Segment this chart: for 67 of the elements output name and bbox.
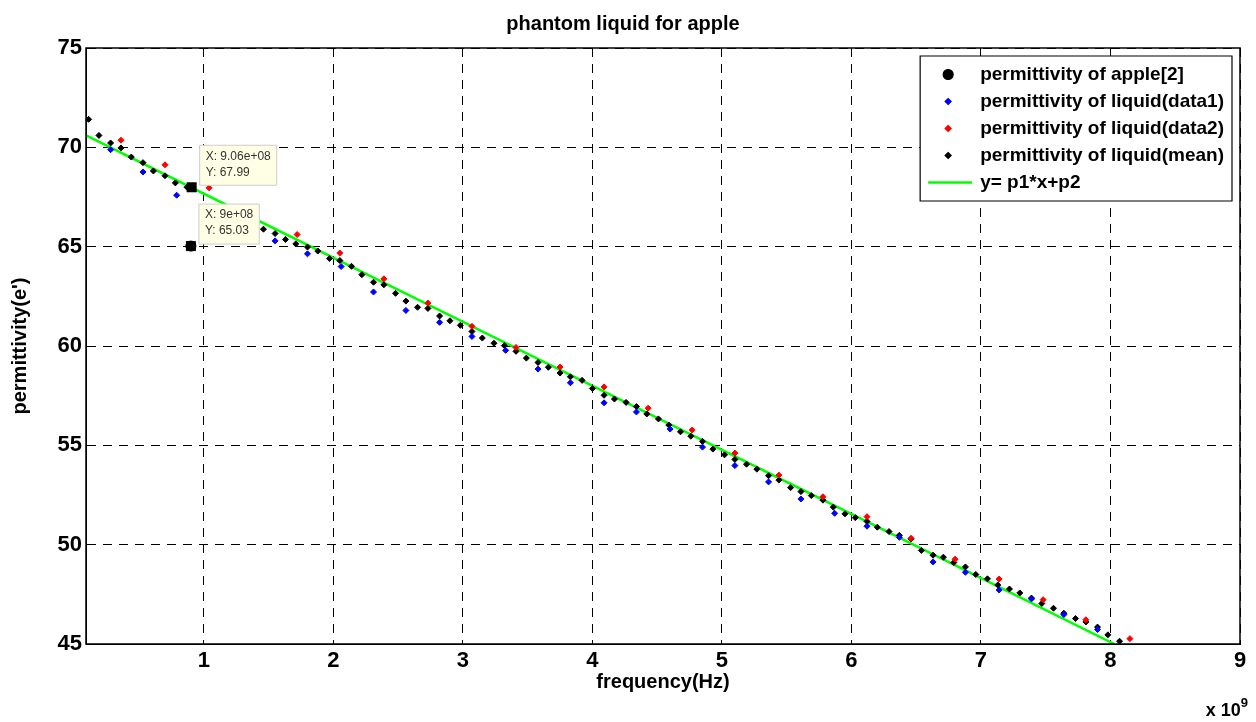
point [336,249,344,257]
point [929,558,937,566]
legend-label: permittivity of liquid(mean) [980,143,1225,165]
point [161,161,169,169]
y-tick-label: 65 [57,232,82,258]
point [436,318,444,326]
point [731,462,739,470]
legend-label: permittivity of liquid(data1) [980,89,1225,111]
point [337,263,345,271]
point [600,399,608,407]
point [688,426,696,434]
point [468,322,476,330]
x-tick-label: 7 [974,647,988,673]
x-tick-label: 3 [456,647,470,673]
y-axis-title: permittivity(e') [7,277,30,415]
x-tick-label: 9 [1233,647,1247,673]
legend-label: permittivity of apple[2] [980,62,1184,84]
point [1126,635,1134,643]
annotation: X: 9.06e+08 Y: 67.99 [205,148,272,179]
point [424,299,432,307]
x-tick-label: 8 [1104,647,1117,673]
x-tick-label: 1 [197,647,210,673]
point [995,586,1003,594]
point [205,184,213,192]
point [117,136,125,144]
x-tick-label: 6 [845,647,858,673]
y-tick-label: 50 [57,530,82,556]
point [775,471,783,479]
point [402,306,410,314]
x-tick-label: 2 [327,647,340,673]
point [107,146,115,154]
point [961,568,969,576]
chart-title: phantom liquid for apple [506,11,740,34]
point [632,408,640,416]
point [765,478,773,486]
y-tick-label: 75 [57,34,82,60]
point [797,495,805,503]
annotation: X: 9e+08 Y: 65.03 [204,207,254,238]
point [556,363,564,371]
point [370,288,378,296]
y-tick-label: 45 [57,630,82,656]
point [863,522,871,530]
point [863,513,871,521]
point [951,555,959,563]
point [173,191,181,199]
point [502,346,510,354]
y-tick-label: 55 [57,431,82,457]
legend-label: permittivity of liquid(data2) [980,116,1225,138]
point [380,275,388,283]
point [831,509,839,517]
point [512,343,520,351]
point [534,365,542,373]
point [271,237,279,245]
point [468,332,476,340]
point [644,404,652,412]
y-tick-label: 60 [57,332,82,358]
point [303,250,311,258]
point [566,379,574,387]
point [699,443,706,451]
y-tick-label: 70 [57,133,82,159]
point [666,425,674,433]
point [731,449,739,457]
legend-label: y= p1*x+p2 [980,170,1081,192]
point [293,231,301,239]
point [600,383,608,391]
point [995,575,1003,583]
point [139,168,147,176]
